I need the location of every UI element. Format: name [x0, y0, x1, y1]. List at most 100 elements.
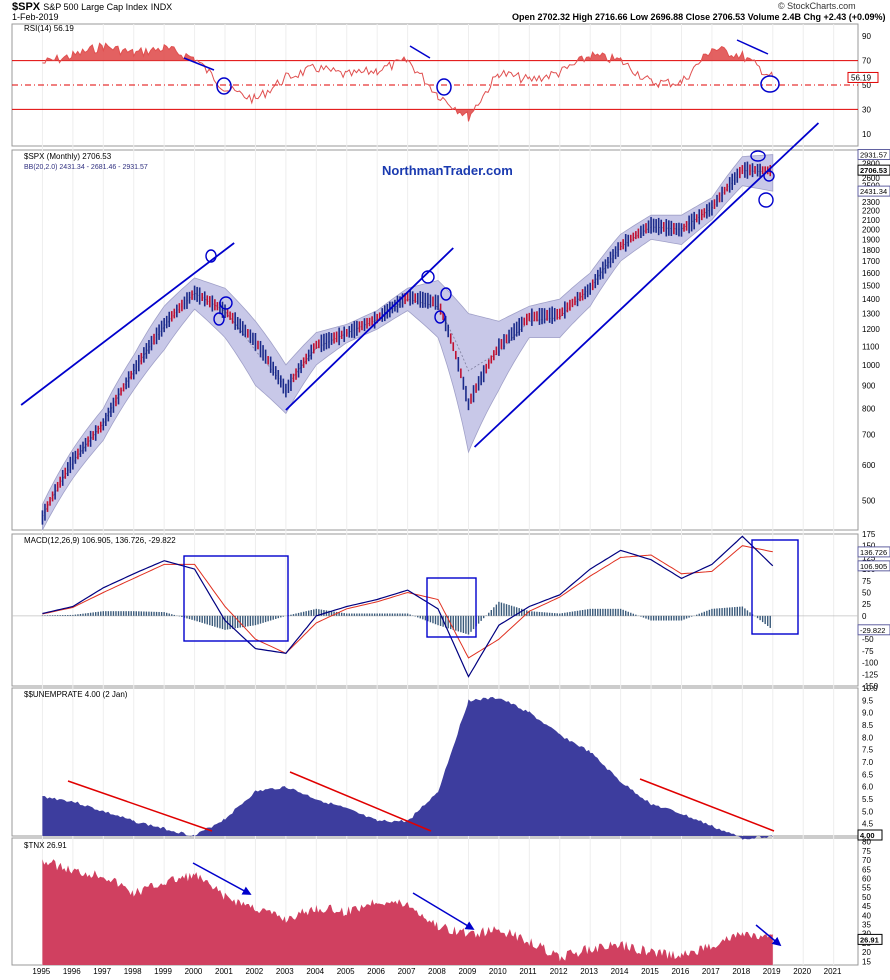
price-circle-annotation: [421, 270, 435, 284]
price-tick-label: 1200: [862, 325, 880, 334]
bb-legend: BB(20,2.0) 2431.34 - 2681.46 - 2931.57: [24, 164, 148, 171]
price-tick-label: 1800: [862, 246, 880, 255]
unemp-tick-label: 5.5: [862, 795, 874, 804]
rsi-circle-annotation: [760, 75, 780, 93]
price-tick-label: 800: [862, 405, 876, 414]
macd-title: MACD(12,26,9) 106.905, 136.726, -29.822: [24, 536, 176, 545]
macd-tick-label: 0: [862, 612, 867, 621]
macd-signal-line: [42, 545, 773, 659]
tnx-tick-label: 65: [862, 865, 871, 874]
unemp-trend-line: [67, 780, 213, 832]
macd-last-box: [857, 546, 890, 558]
price-tick-label: 1000: [862, 361, 880, 370]
rsi-title: RSI(14) 56.19: [24, 24, 74, 33]
tnx-title: $TNX 26.91: [24, 841, 67, 850]
x-tick-label: 2007: [398, 967, 416, 976]
x-tick-label: 1998: [124, 967, 142, 976]
tnx-tick-label: 35: [862, 921, 871, 930]
rsi-divergence-line: [183, 57, 215, 71]
macd-tick-label: 75: [862, 577, 871, 586]
x-tick-label: 2002: [245, 967, 263, 976]
tnx-tick-label: 40: [862, 911, 871, 920]
panel-frame-macd: [11, 533, 859, 687]
rsi-divergence-line: [736, 39, 769, 55]
price-last-box: [857, 185, 890, 197]
x-tick-label: 2015: [641, 967, 659, 976]
unemp-tick-label: 8.0: [862, 733, 874, 742]
rsi-tick-label: 10: [862, 130, 871, 139]
unemp-tick-label: 9.0: [862, 709, 874, 718]
watermark: NorthmanTrader.com: [382, 163, 513, 178]
price-tick-label: 2600: [862, 174, 880, 183]
x-tick-label: 1999: [154, 967, 172, 976]
price-circle-annotation: [205, 249, 217, 263]
x-tick-label: 2014: [611, 967, 629, 976]
tnx-tick-label: 55: [862, 884, 871, 893]
macd-tick-label: 175: [862, 530, 876, 539]
unemp-tick-label: 5.0: [862, 807, 874, 816]
macd-tick-label: 25: [862, 600, 871, 609]
macd-tick-label: -150: [862, 682, 879, 691]
price-last-value: 2431.34: [860, 187, 887, 196]
tnx-last-value: 26.91: [860, 935, 879, 944]
price-tick-label: 2100: [862, 216, 880, 225]
tnx-tick-label: 70: [862, 856, 871, 865]
x-tick-label: 2004: [306, 967, 324, 976]
price-tick-label: 2800: [862, 159, 880, 168]
rsi-tick-label: 70: [862, 57, 871, 66]
x-tick-label: 2019: [763, 967, 781, 976]
x-tick-label: 2011: [519, 967, 537, 976]
price-tick-label: 1100: [862, 342, 880, 351]
unemp-trend-line: [639, 778, 775, 832]
price-circle-annotation: [219, 296, 233, 310]
macd-tick-label: -100: [862, 659, 879, 668]
unemp-title: $$UNEMPRATE 4.00 (2 Jan): [24, 690, 128, 699]
macd-last-value: -29.822: [860, 626, 885, 635]
x-tick-label: 1995: [32, 967, 50, 976]
macd-tick-label: 50: [862, 588, 871, 597]
x-tick-label: 1997: [93, 967, 111, 976]
tnx-last-box: [857, 933, 883, 945]
macd-line: [42, 535, 774, 678]
unemp-tick-label: 10.0: [862, 684, 878, 693]
tnx-arrow: [192, 862, 252, 895]
x-tick-label: 2016: [671, 967, 689, 976]
price-last-value: 2706.53: [860, 166, 887, 175]
x-tick-label: 2005: [337, 967, 355, 976]
unemp-trend-line: [289, 771, 432, 832]
macd-last-value: 106.905: [860, 562, 887, 571]
macd-tick-label: -125: [862, 670, 879, 679]
x-tick-label: 2013: [580, 967, 598, 976]
index-name: S&P 500 Large Cap Index: [43, 2, 148, 12]
unemp-tick-label: 4.5: [862, 820, 874, 829]
x-tick-label: 2017: [702, 967, 720, 976]
price-circle-annotation: [758, 192, 774, 208]
price-trendline: [285, 247, 454, 411]
price-tick-label: 1500: [862, 282, 880, 291]
x-tick-label: 2010: [489, 967, 507, 976]
rsi-divergence-line: [409, 45, 431, 59]
macd-last-box: [857, 560, 890, 572]
rsi-last-value: 56.19: [851, 73, 872, 82]
price-circle-annotation: [213, 312, 225, 326]
rsi-overbought-fill: [42, 43, 773, 61]
rsi-tick-label: 90: [862, 32, 871, 41]
chart-date: 1-Feb-2019: [12, 12, 59, 22]
x-tick-label: 2012: [550, 967, 568, 976]
macd-box-annotation: [183, 555, 289, 642]
unemp-tick-label: 8.5: [862, 721, 874, 730]
ohlc-readout: Open 2702.32 High 2716.66 Low 2696.88 Cl…: [512, 12, 886, 22]
price-trendline: [20, 242, 235, 406]
unemp-last-value: 4.00: [860, 831, 875, 840]
macd-tick-label: -75: [862, 647, 874, 656]
x-tick-label: 1996: [63, 967, 81, 976]
x-tick-label: 2021: [824, 967, 842, 976]
unemp-tick-label: 7.0: [862, 758, 874, 767]
tnx-tick-label: 50: [862, 893, 871, 902]
price-circle-annotation: [434, 310, 446, 324]
macd-tick-label: -50: [862, 635, 874, 644]
x-tick-label: 2003: [276, 967, 294, 976]
tnx-area: [42, 859, 773, 965]
price-trendline: [473, 122, 820, 448]
